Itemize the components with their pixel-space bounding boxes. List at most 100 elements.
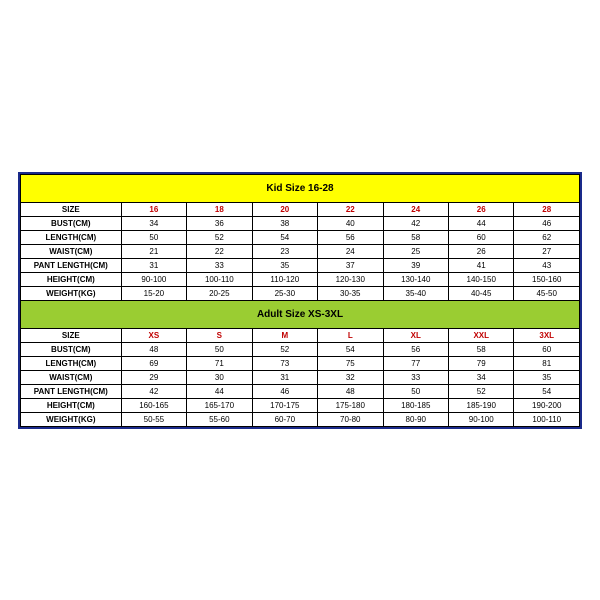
kid-row-4-col-4: 130-140 [383,272,448,286]
kid-row-1-col-6: 62 [514,230,580,244]
kid-size-6: 28 [514,202,580,216]
adult-row-5-col-6: 100-110 [514,412,580,426]
adult-row-1-col-3: 75 [318,356,383,370]
kid-row-1-col-5: 60 [448,230,513,244]
adult-row-5-col-3: 70-80 [318,412,383,426]
adult-row-3-col-4: 50 [383,384,448,398]
kid-row-3-col-4: 39 [383,258,448,272]
kid-row-2-col-2: 23 [252,244,317,258]
kid-row-4-col-3: 120-130 [318,272,383,286]
adult-row-3-col-0: 42 [121,384,186,398]
adult-size-4: XL [383,328,448,342]
adult-size-2: M [252,328,317,342]
adult-row-2-col-4: 33 [383,370,448,384]
adult-row-3-col-5: 52 [448,384,513,398]
kid-row-3-col-0: 31 [121,258,186,272]
adult-row-4-label: HEIGHT(CM) [21,398,122,412]
kid-row-5-col-1: 20-25 [187,286,252,300]
adult-row-3-col-6: 54 [514,384,580,398]
adult-row-4-col-3: 175-180 [318,398,383,412]
adult-row-0-col-2: 52 [252,342,317,356]
adult-size-6: 3XL [514,328,580,342]
adult-row-2-col-3: 32 [318,370,383,384]
adult-row-2-col-0: 29 [121,370,186,384]
kid-size-0: 16 [121,202,186,216]
kid-row-4-col-6: 150-160 [514,272,580,286]
kid-row-1-col-0: 50 [121,230,186,244]
kid-row-5-col-3: 30-35 [318,286,383,300]
kid-row-5-col-2: 25-30 [252,286,317,300]
adult-row-1-label: LENGTH(CM) [21,356,122,370]
kid-row-3-col-2: 35 [252,258,317,272]
kid-size-3: 22 [318,202,383,216]
kid-size-1: 18 [187,202,252,216]
kid-row-4-col-5: 140-150 [448,272,513,286]
adult-size-label: SIZE [21,328,122,342]
size-chart: Kid Size 16-28SIZE16182022242628BUST(CM)… [18,172,582,429]
kid-size-5: 26 [448,202,513,216]
adult-row-2-col-5: 34 [448,370,513,384]
kid-row-0-col-0: 34 [121,216,186,230]
adult-row-0-col-5: 58 [448,342,513,356]
adult-row-0-col-0: 48 [121,342,186,356]
adult-row-4-col-0: 160-165 [121,398,186,412]
adult-row-2-label: WAIST(CM) [21,370,122,384]
kid-row-5-col-0: 15-20 [121,286,186,300]
kid-row-2-col-0: 21 [121,244,186,258]
adult-row-4-col-6: 190-200 [514,398,580,412]
kid-row-0-col-6: 46 [514,216,580,230]
kid-size-2: 20 [252,202,317,216]
adult-row-2-col-2: 31 [252,370,317,384]
kid-row-4-col-1: 100-110 [187,272,252,286]
adult-size-3: L [318,328,383,342]
kid-row-0-label: BUST(CM) [21,216,122,230]
kid-row-3-col-1: 33 [187,258,252,272]
adult-size-5: XXL [448,328,513,342]
kid-row-1-col-2: 54 [252,230,317,244]
adult-row-1-col-1: 71 [187,356,252,370]
size-table: Kid Size 16-28SIZE16182022242628BUST(CM)… [20,174,580,427]
adult-row-5-col-0: 50-55 [121,412,186,426]
adult-row-1-col-5: 79 [448,356,513,370]
kid-row-1-col-4: 58 [383,230,448,244]
adult-row-1-col-2: 73 [252,356,317,370]
kid-row-2-col-6: 27 [514,244,580,258]
kid-row-3-col-6: 43 [514,258,580,272]
kid-row-4-label: HEIGHT(CM) [21,272,122,286]
adult-row-5-label: WEIGHT(KG) [21,412,122,426]
adult-row-3-col-2: 46 [252,384,317,398]
kid-row-3-col-3: 37 [318,258,383,272]
kid-band-title: Kid Size 16-28 [21,174,580,202]
adult-row-2-col-6: 35 [514,370,580,384]
adult-row-5-col-5: 90-100 [448,412,513,426]
kid-row-2-col-3: 24 [318,244,383,258]
adult-row-0-col-6: 60 [514,342,580,356]
adult-band-title: Adult Size XS-3XL [21,300,580,328]
adult-row-2-col-1: 30 [187,370,252,384]
adult-row-3-col-3: 48 [318,384,383,398]
kid-row-5-col-6: 45-50 [514,286,580,300]
adult-row-5-col-2: 60-70 [252,412,317,426]
adult-row-5-col-1: 55-60 [187,412,252,426]
kid-row-1-col-3: 56 [318,230,383,244]
adult-row-1-col-4: 77 [383,356,448,370]
adult-size-0: XS [121,328,186,342]
kid-row-3-col-5: 41 [448,258,513,272]
kid-row-2-col-1: 22 [187,244,252,258]
adult-row-4-col-5: 185-190 [448,398,513,412]
kid-size-4: 24 [383,202,448,216]
adult-row-0-col-3: 54 [318,342,383,356]
kid-row-5-col-4: 35-40 [383,286,448,300]
kid-row-0-col-4: 42 [383,216,448,230]
kid-row-2-label: WAIST(CM) [21,244,122,258]
kid-row-5-label: WEIGHT(KG) [21,286,122,300]
adult-row-1-col-0: 69 [121,356,186,370]
kid-row-4-col-2: 110-120 [252,272,317,286]
adult-row-4-col-4: 180-185 [383,398,448,412]
adult-row-0-label: BUST(CM) [21,342,122,356]
kid-row-1-label: LENGTH(CM) [21,230,122,244]
kid-size-label: SIZE [21,202,122,216]
kid-row-4-col-0: 90-100 [121,272,186,286]
kid-row-2-col-4: 25 [383,244,448,258]
adult-row-5-col-4: 80-90 [383,412,448,426]
